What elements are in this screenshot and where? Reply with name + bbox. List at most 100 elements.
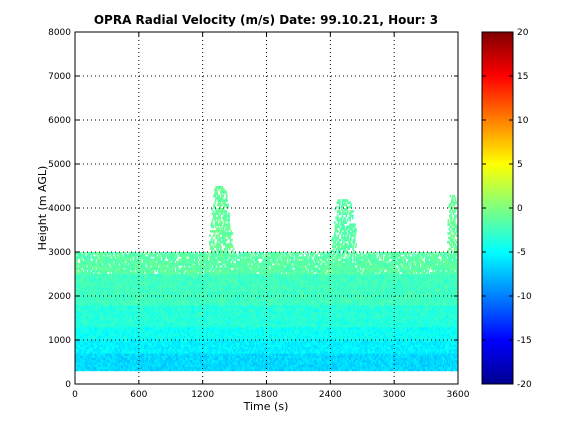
heatmap-cell [127,351,130,354]
heatmap-cell [101,364,104,367]
heatmap-cell [131,351,133,354]
heatmap-cell [164,366,167,369]
heatmap-cell [96,340,99,343]
heatmap-cell [302,344,304,347]
heatmap-cell [369,357,372,361]
heatmap-cell [404,344,407,347]
heatmap-cell [215,368,218,372]
heatmap-cell [313,351,316,354]
heatmap-cell [325,368,327,372]
heatmap-cell [182,344,184,347]
heatmap-cell [157,364,160,367]
heatmap-cell [315,368,317,372]
heatmap-cell [404,368,407,372]
heatmap-cell [265,337,267,341]
heatmap-cell [368,362,371,365]
heatmap-cell [274,340,276,343]
heatmap-cell [329,348,331,352]
heatmap-cell [368,351,371,354]
heatmap-cell [235,333,238,336]
heatmap-cell [315,346,317,350]
heatmap-cell [298,348,301,352]
heatmap-cell [136,359,138,363]
heatmap-cell [247,335,250,339]
heatmap-cell [256,353,258,356]
heatmap-cell [311,348,313,352]
heatmap-cell [272,353,275,356]
heatmap-cell [391,348,394,352]
heatmap-cell [426,335,428,339]
heatmap-cell [303,366,306,369]
heatmap-cell [404,348,407,352]
heatmap-cell [420,366,423,369]
heatmap-cell [415,346,418,350]
heatmap-cell [105,355,108,358]
heatmap-cell [327,353,330,356]
heatmap-cell [387,340,390,343]
heatmap-cell [331,362,334,365]
heatmap-cell [87,362,90,365]
heatmap-cell [306,364,308,367]
heatmap-cell [263,362,266,365]
heatmap-cell [340,353,343,356]
heatmap-cell [413,359,415,363]
heatmap-cell [283,346,285,350]
heatmap-cell [276,366,279,369]
heatmap-cell [119,351,122,354]
heatmap-cell [405,335,408,339]
heatmap-cell [299,351,302,354]
heatmap-cell [329,362,331,365]
heatmap-cell [118,362,121,365]
heatmap-cell [142,346,145,350]
heatmap-cell [265,359,267,363]
heatmap-cell [129,364,132,367]
heatmap-cell [119,353,122,356]
heatmap-cell [188,351,191,354]
heatmap-cell [318,362,321,365]
heatmap-cell [210,335,213,339]
heatmap-cell [215,335,218,339]
heatmap-cell [375,359,377,363]
heatmap-cell [362,346,364,350]
heatmap-cell [406,337,409,341]
heatmap-cell [312,359,315,363]
heatmap-cell [81,344,84,347]
heatmap-cell [368,348,371,352]
heatmap-cell [376,359,378,363]
heatmap-cell [115,362,118,365]
heatmap-cell [290,346,293,350]
heatmap-cell [141,333,144,336]
heatmap-cell [177,340,179,343]
heatmap-cell [406,335,409,339]
heatmap-cell [256,348,258,352]
heatmap-cell [414,366,417,369]
heatmap-cell [327,337,330,341]
heatmap-cell [345,359,348,363]
heatmap-cell [228,357,230,361]
heatmap-cell [431,362,433,365]
heatmap-cell [87,355,90,358]
heatmap-cell [290,340,293,343]
heatmap-cell [220,340,223,343]
heatmap-cell [109,342,112,345]
heatmap-cell [124,357,127,361]
heatmap-cell [270,337,273,341]
heatmap-cell [289,351,292,354]
heatmap-cell [403,337,405,341]
heatmap-cell [396,359,399,363]
heatmap-cell [272,357,275,361]
heatmap-cell [309,335,312,339]
heatmap-cell [392,348,395,352]
heatmap-cell [170,355,173,358]
heatmap-cell [267,351,270,354]
heatmap-cell [110,344,113,347]
heatmap-cell [202,359,205,363]
heatmap-cell [286,366,289,369]
heatmap-cell [320,366,322,369]
heatmap-cell [206,353,209,356]
heatmap-cell [142,344,145,347]
heatmap-cell [366,364,368,367]
heatmap-cell [212,344,215,347]
heatmap-cell [258,340,261,343]
heatmap-cell [433,353,436,356]
